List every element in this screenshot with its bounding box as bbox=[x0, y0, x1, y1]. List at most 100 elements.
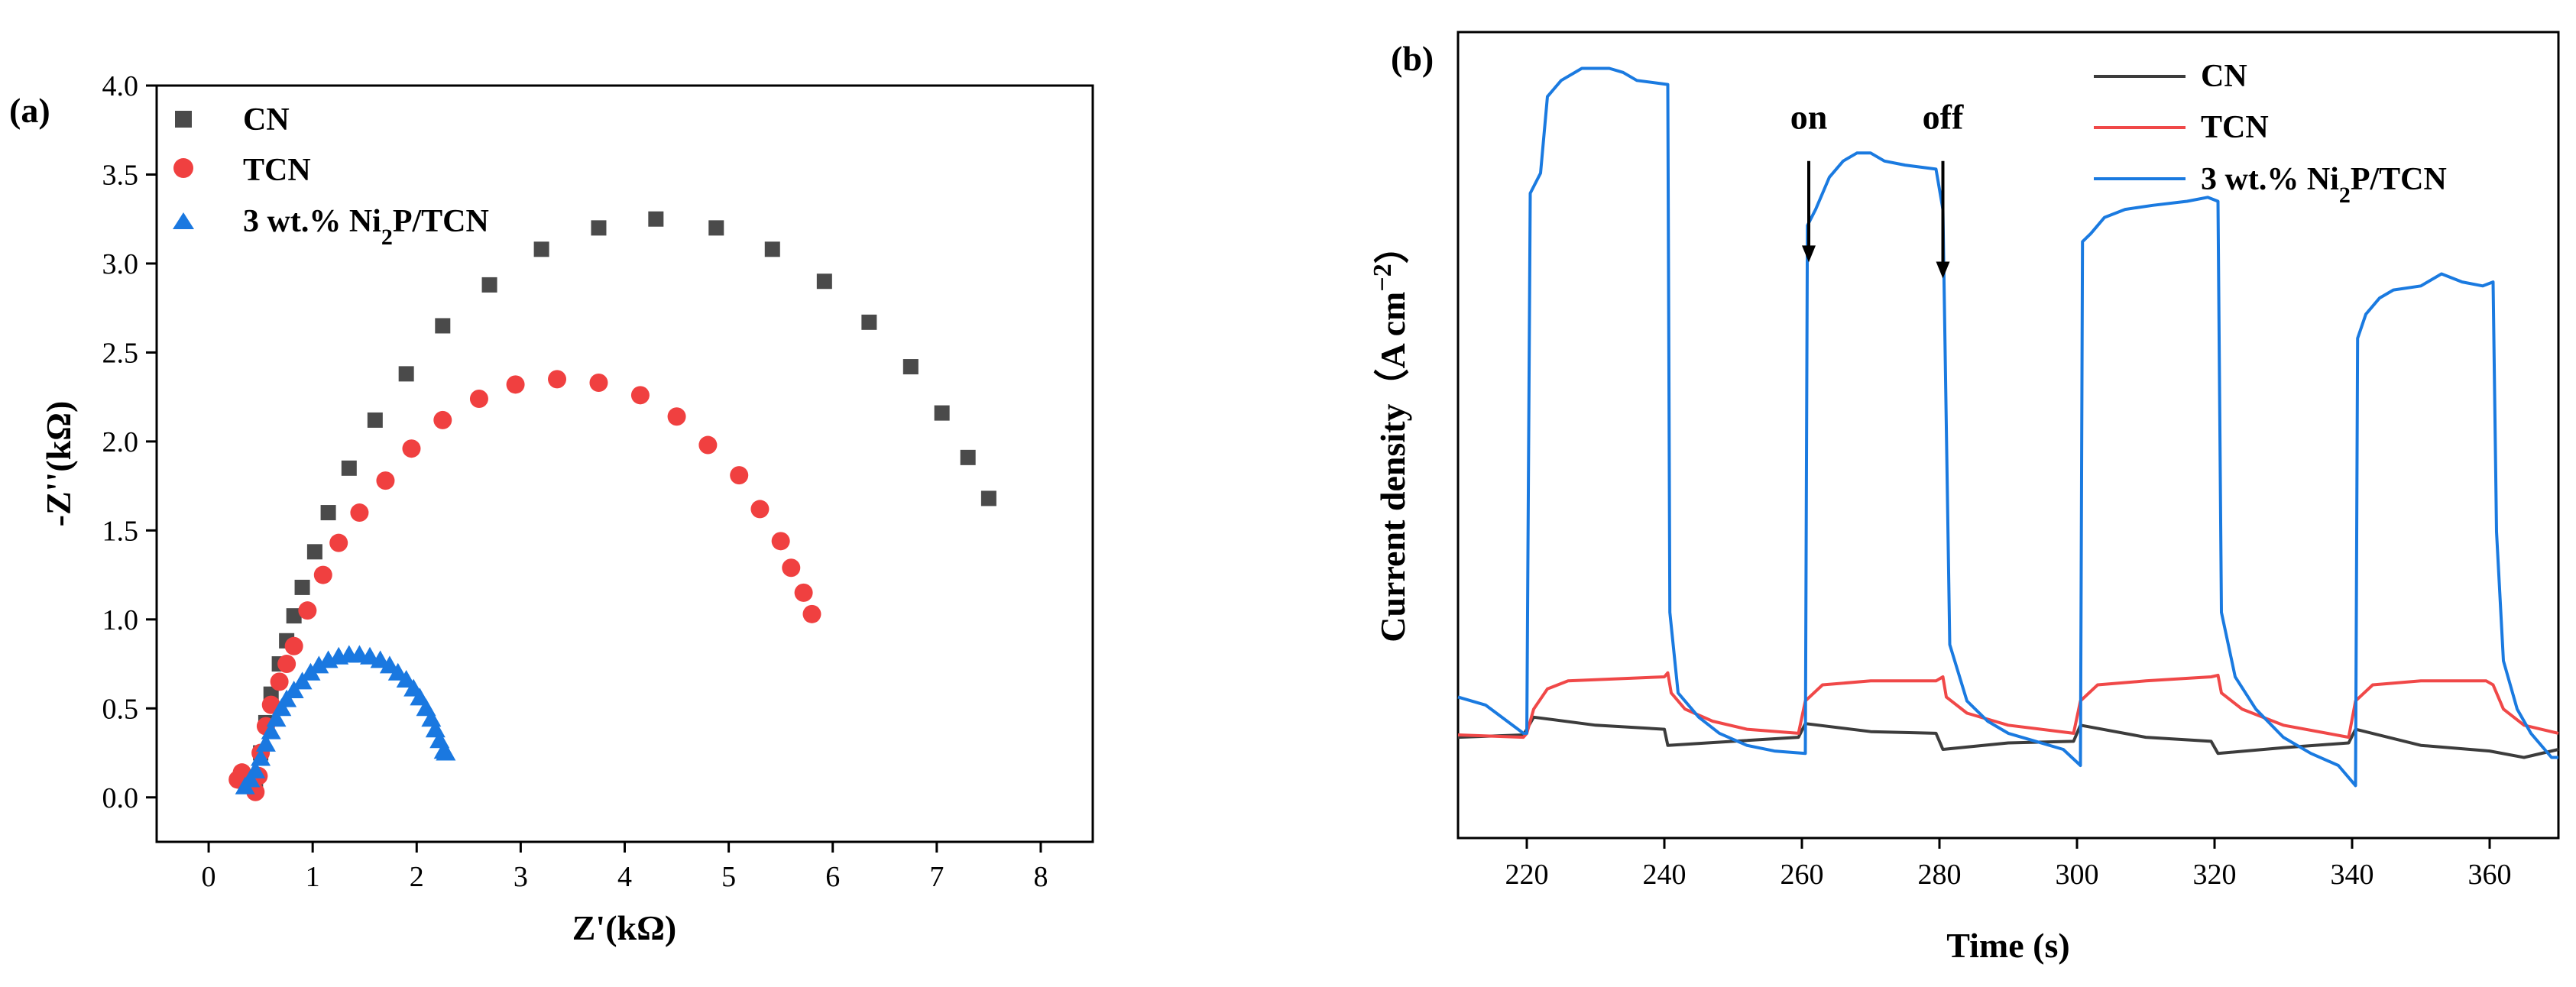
data-point bbox=[286, 608, 302, 624]
data-point bbox=[794, 583, 813, 602]
data-point bbox=[802, 604, 821, 623]
data-point bbox=[589, 374, 608, 393]
data-point bbox=[436, 743, 456, 761]
data-point bbox=[667, 407, 686, 426]
data-point bbox=[433, 410, 452, 429]
data-point bbox=[306, 544, 322, 560]
legend-marker-tcn bbox=[173, 158, 193, 178]
data-point bbox=[240, 769, 261, 788]
panel-b-series-1-line bbox=[1457, 671, 2559, 739]
data-point bbox=[313, 565, 332, 584]
data-point bbox=[708, 220, 724, 236]
data-point bbox=[980, 490, 996, 506]
panel-a-y-tick-label: 1.0 bbox=[102, 604, 139, 636]
data-point bbox=[435, 318, 451, 334]
panel-b-plot-frame bbox=[1456, 31, 2560, 840]
data-point bbox=[506, 375, 525, 394]
panel-b-legend: CN TCN 3 wt.% Ni2P/TCN bbox=[2094, 59, 2447, 208]
data-point bbox=[764, 241, 780, 257]
annotation-on: on bbox=[1790, 98, 1828, 137]
panel-a-x-ticks: 0 1 2 3 4 5 6 7 8 bbox=[202, 842, 1048, 893]
panel-b-x-tick-label: 300 bbox=[2056, 859, 2099, 891]
panel-b-x-tick-label: 220 bbox=[1505, 859, 1549, 891]
data-point bbox=[698, 435, 718, 455]
panel-a-y-tick-label: 0.5 bbox=[102, 693, 139, 725]
panel-a-x-tick-label: 3 bbox=[514, 861, 528, 893]
data-point bbox=[816, 273, 832, 290]
data-point bbox=[284, 636, 303, 655]
panel-b-series-2-line bbox=[1457, 66, 2558, 788]
panel-a-x-tick-label: 5 bbox=[721, 861, 736, 893]
panel-a-y-axis-label: -Z''(kΩ) bbox=[39, 401, 78, 527]
panel-a: (a) 0 1 2 3 4 5 6 7 8 0.0 0.5 1.0 1.5 2.0 2.5 3.0 3.5 4.… bbox=[9, 70, 1094, 947]
data-point bbox=[934, 405, 950, 421]
annotation-arrowhead-0 bbox=[1802, 245, 1816, 263]
data-point bbox=[402, 439, 421, 458]
data-point bbox=[277, 689, 297, 707]
annotation-arrowhead-1 bbox=[1936, 261, 1950, 279]
panel-a-y-tick-label: 0.0 bbox=[102, 782, 139, 814]
data-point bbox=[376, 471, 395, 490]
panel-b-series bbox=[1457, 66, 2559, 788]
data-point bbox=[469, 389, 488, 408]
data-point bbox=[266, 709, 287, 727]
annotation-off: off bbox=[1923, 98, 1964, 137]
panel-b-annotations: on off bbox=[1790, 98, 1964, 279]
data-point bbox=[730, 466, 749, 485]
data-point bbox=[533, 241, 549, 257]
panel-a-x-tick-label: 0 bbox=[202, 861, 216, 893]
data-point bbox=[782, 558, 801, 578]
panel-a-plot-frame bbox=[155, 84, 1094, 843]
data-point bbox=[271, 698, 292, 717]
data-point bbox=[329, 533, 348, 552]
data-point bbox=[270, 672, 289, 691]
legend-label-ni2p-b: 3 wt.% Ni2P/TCN bbox=[2201, 162, 2447, 208]
panel-a-series-2 bbox=[235, 645, 456, 794]
legend-label-ni2p: 3 wt.% Ni2P/TCN bbox=[243, 204, 489, 250]
panel-a-x-tick-label: 8 bbox=[1033, 861, 1048, 893]
panel-b-x-axis-label: Time (s) bbox=[1946, 926, 2069, 965]
data-point bbox=[255, 733, 276, 752]
panel-b-x-tick-label: 320 bbox=[2193, 859, 2237, 891]
panel-a-label: (a) bbox=[9, 91, 50, 130]
panel-a-series bbox=[228, 211, 996, 801]
panel-b-y-axis-label: Current density（A cm−2） bbox=[1369, 228, 1413, 642]
data-point bbox=[481, 277, 497, 293]
panel-a-y-tick-label: 2.5 bbox=[102, 337, 139, 369]
panel-b-x-tick-label: 280 bbox=[1918, 859, 1962, 891]
panel-b-x-tick-label: 240 bbox=[1643, 859, 1687, 891]
panel-a-series-1 bbox=[228, 370, 821, 801]
data-point bbox=[294, 579, 310, 595]
data-point bbox=[245, 760, 266, 778]
data-point bbox=[960, 449, 976, 465]
legend-label-tcn: TCN bbox=[243, 153, 311, 188]
data-point bbox=[320, 505, 336, 521]
legend-label-cn: CN bbox=[243, 102, 290, 138]
panel-b-x-tick-label: 340 bbox=[2331, 859, 2374, 891]
data-point bbox=[630, 386, 650, 405]
data-point bbox=[284, 681, 304, 698]
data-point bbox=[861, 314, 877, 330]
panel-a-y-tick-label: 3.0 bbox=[102, 248, 139, 280]
panel-a-y-tick-label: 1.5 bbox=[102, 515, 139, 547]
panel-a-x-tick-label: 4 bbox=[617, 861, 632, 893]
data-point bbox=[350, 503, 369, 523]
panel-a-y-ticks: 0.0 0.5 1.0 1.5 2.0 2.5 3.0 3.5 4.0 bbox=[102, 70, 157, 814]
panel-a-x-tick-label: 6 bbox=[825, 861, 840, 893]
data-point bbox=[309, 655, 329, 674]
panel-a-x-tick-label: 7 bbox=[929, 861, 944, 893]
panel-a-y-tick-label: 2.0 bbox=[102, 426, 139, 458]
panel-a-x-tick-label: 2 bbox=[410, 861, 424, 893]
panel-b: (b) 220 240 260 280 300 320 340 360 on off Time … bbox=[1369, 31, 2560, 965]
data-point bbox=[367, 412, 383, 428]
panel-b-x-tick-label: 360 bbox=[2468, 859, 2512, 891]
panel-a-legend: CN TCN 3 wt.% Ni2P/TCN bbox=[173, 102, 489, 250]
panel-a-y-tick-label: 3.5 bbox=[102, 159, 139, 191]
data-point bbox=[398, 366, 414, 382]
data-point bbox=[591, 220, 607, 236]
data-point bbox=[341, 460, 357, 476]
panel-b-series-0-line bbox=[1457, 715, 2559, 759]
data-point bbox=[750, 500, 770, 519]
legend-label-tcn-b: TCN bbox=[2201, 110, 2269, 145]
